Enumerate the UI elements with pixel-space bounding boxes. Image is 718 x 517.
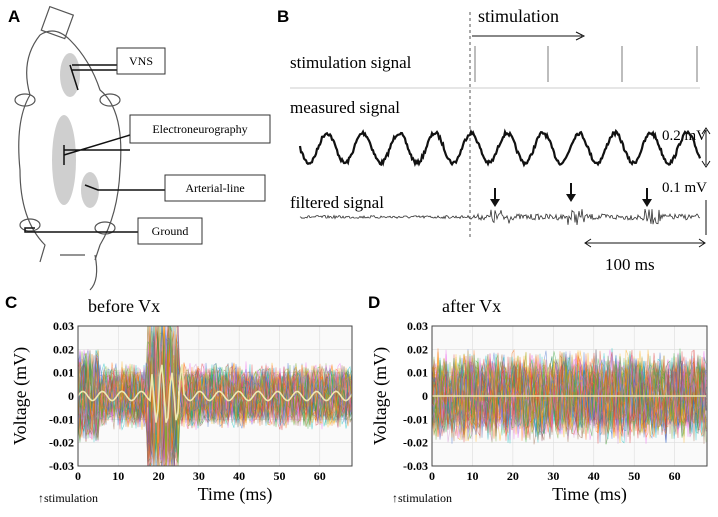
chart-title: after Vx bbox=[442, 296, 501, 316]
y-tick-label: -0.01 bbox=[49, 412, 74, 426]
y-tick-label: 0.02 bbox=[407, 342, 428, 356]
time-scale-label: 100 ms bbox=[605, 255, 655, 274]
y-tick-label: 0.02 bbox=[53, 342, 74, 356]
y-tick-label: 0 bbox=[68, 389, 74, 403]
chart: -0.03 -0.02 -0.01 0 0.01 0.02 0.03 0 10 20 30 40 50 6… bbox=[10, 296, 353, 505]
row-label: filtered signal bbox=[290, 193, 384, 212]
y-tick-label: -0.01 bbox=[403, 412, 428, 426]
x-axis-label: Time (ms) bbox=[552, 484, 627, 505]
panel-label: B bbox=[277, 7, 289, 26]
y-tick-label: 0 bbox=[422, 389, 428, 403]
signal-traces bbox=[298, 128, 702, 225]
sweep-traces bbox=[432, 348, 707, 445]
x-tick-label: 40 bbox=[233, 469, 245, 483]
label-box bbox=[137, 217, 203, 245]
scale-label: 0.2 mV bbox=[662, 128, 707, 144]
scale-label: 0.1 mV bbox=[662, 180, 707, 196]
x-tick-label: 40 bbox=[588, 469, 600, 483]
panel-label: D bbox=[368, 293, 380, 312]
y-axis-label: Voltage (mV) bbox=[370, 347, 391, 445]
sweep bbox=[432, 348, 707, 445]
x-tick-label: 10 bbox=[112, 469, 124, 483]
y-tick-label: 0.03 bbox=[53, 319, 74, 333]
stimulation-label: stimulation bbox=[478, 6, 559, 26]
y-tick-label: -0.03 bbox=[403, 459, 428, 473]
x-tick-label: 20 bbox=[507, 469, 519, 483]
stim-pulses bbox=[474, 46, 698, 82]
y-tick-label: 0.01 bbox=[53, 366, 74, 380]
diagram-label: Electroneurography bbox=[152, 122, 247, 136]
y-tick-label: -0.02 bbox=[403, 436, 428, 450]
stim-arrow bbox=[472, 31, 586, 41]
x-tick-label: 30 bbox=[547, 469, 559, 483]
time-scale-bar bbox=[584, 238, 706, 248]
measured-trace bbox=[298, 128, 702, 168]
panel-label: A bbox=[8, 7, 20, 26]
diagram-label: Ground bbox=[152, 224, 189, 238]
chart: -0.03 -0.02 -0.01 0 0.01 0.02 0.03 0 10 20 30 40 50 6… bbox=[370, 296, 708, 505]
tissue-regions bbox=[52, 53, 99, 208]
event-arrows bbox=[490, 183, 652, 207]
sweep-traces bbox=[78, 326, 352, 466]
x-tick-label: 60 bbox=[314, 469, 326, 483]
y-tick-label: -0.02 bbox=[49, 436, 74, 450]
plot-frame bbox=[431, 325, 708, 467]
filtered-trace bbox=[299, 209, 701, 225]
x-tick-label: 60 bbox=[669, 469, 681, 483]
chart-title: before Vx bbox=[88, 296, 160, 316]
sweep bbox=[432, 350, 707, 442]
y-tick-label: 0.01 bbox=[407, 366, 428, 380]
mean-trace bbox=[78, 364, 352, 423]
scale-bar bbox=[701, 127, 711, 168]
y-tick-label: 0.03 bbox=[407, 319, 428, 333]
panel-label: C bbox=[5, 293, 17, 312]
y-axis-label: Voltage (mV) bbox=[10, 347, 31, 445]
plot-frame bbox=[77, 325, 353, 467]
charts: -0.03 -0.02 -0.01 0 0.01 0.02 0.03 0 10 20 30 40 50 6… bbox=[10, 296, 708, 505]
annotation: ↑stimulation bbox=[38, 491, 98, 505]
x-tick-label: 50 bbox=[273, 469, 285, 483]
sweep bbox=[78, 326, 352, 466]
sweep bbox=[432, 352, 707, 443]
x-tick-label: 0 bbox=[75, 469, 81, 483]
diagram-label: Arterial-line bbox=[185, 181, 244, 195]
annotation: ↑stimulation bbox=[392, 491, 452, 505]
x-axis-label: Time (ms) bbox=[198, 484, 273, 505]
sweep bbox=[78, 326, 352, 466]
sweep bbox=[78, 326, 352, 466]
row-label: stimulation signal bbox=[290, 53, 412, 72]
x-tick-label: 30 bbox=[193, 469, 205, 483]
sweep bbox=[432, 350, 707, 440]
y-tick-label: -0.03 bbox=[49, 459, 74, 473]
label-box bbox=[116, 47, 166, 75]
label-box bbox=[164, 174, 266, 202]
sweep bbox=[432, 353, 707, 445]
x-tick-label: 50 bbox=[628, 469, 640, 483]
animal-drawing bbox=[14, 5, 122, 291]
diagram-label: VNS bbox=[129, 54, 153, 68]
row-label: measured signal bbox=[290, 98, 400, 117]
label-box bbox=[129, 114, 271, 144]
x-tick-label: 10 bbox=[466, 469, 478, 483]
x-tick-label: 0 bbox=[429, 469, 435, 483]
x-tick-label: 20 bbox=[153, 469, 165, 483]
leads bbox=[24, 64, 165, 233]
